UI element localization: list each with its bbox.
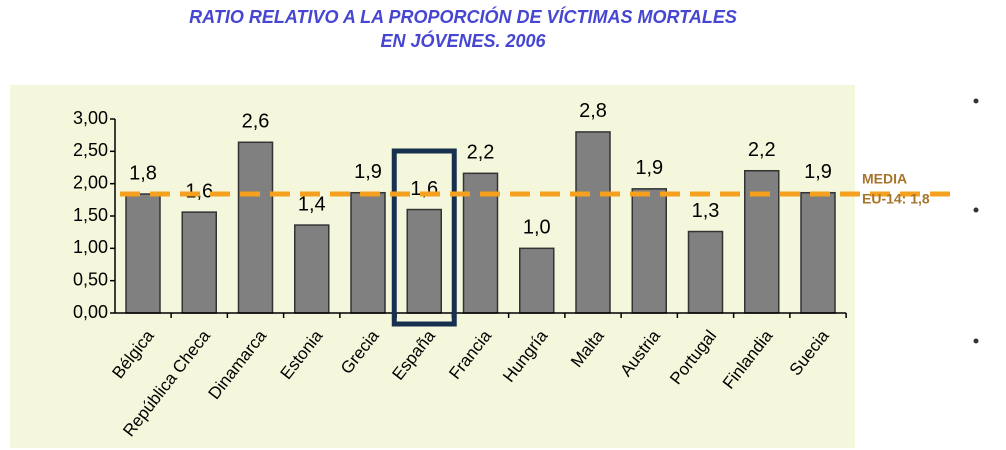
chart-title: EN JÓVENES. 2006 (380, 30, 546, 51)
bar (462, 172, 499, 314)
bullet (973, 207, 979, 213)
data-label: 1,9 (804, 161, 832, 183)
bar (181, 211, 217, 314)
data-label: 2,2 (748, 139, 776, 161)
data-label: 1,6 (185, 180, 213, 202)
y-tick-label: 3,00 (73, 108, 108, 128)
data-label: 1,3 (692, 200, 720, 222)
y-tick-label: 1,00 (73, 237, 108, 257)
chart-title: RATIO RELATIVO A LA PROPORCIÓN DE VÍCTIM… (189, 6, 737, 27)
data-label: 2,8 (579, 100, 607, 122)
bullet (973, 338, 979, 344)
y-tick-label: 0,00 (73, 302, 108, 322)
bar (350, 191, 386, 314)
data-label: 1,9 (354, 161, 382, 183)
bar (519, 247, 555, 314)
data-label: 1,6 (410, 178, 438, 200)
data-label: 2,2 (467, 142, 495, 164)
y-tick-label: 0,50 (73, 269, 108, 289)
data-label: 1,4 (298, 193, 326, 215)
bar (631, 188, 667, 314)
bar (294, 224, 330, 314)
data-label: 1,8 (129, 162, 157, 184)
data-label: 1,0 (523, 217, 551, 239)
data-label: 1,9 (635, 157, 663, 179)
y-tick-label: 2,00 (73, 172, 108, 192)
data-label: 2,6 (242, 111, 270, 133)
bar (406, 208, 442, 314)
y-tick-label: 1,50 (73, 205, 108, 225)
highlight-box (391, 148, 457, 327)
bar (125, 193, 161, 314)
bar (237, 141, 274, 314)
y-tick-label: 2,50 (73, 140, 108, 160)
average-label: MEDIA (862, 171, 907, 187)
bar (800, 191, 836, 314)
bar (687, 230, 724, 314)
average-label: EU-14: 1,8 (862, 191, 930, 207)
bar (575, 131, 611, 314)
bullet (973, 98, 979, 104)
